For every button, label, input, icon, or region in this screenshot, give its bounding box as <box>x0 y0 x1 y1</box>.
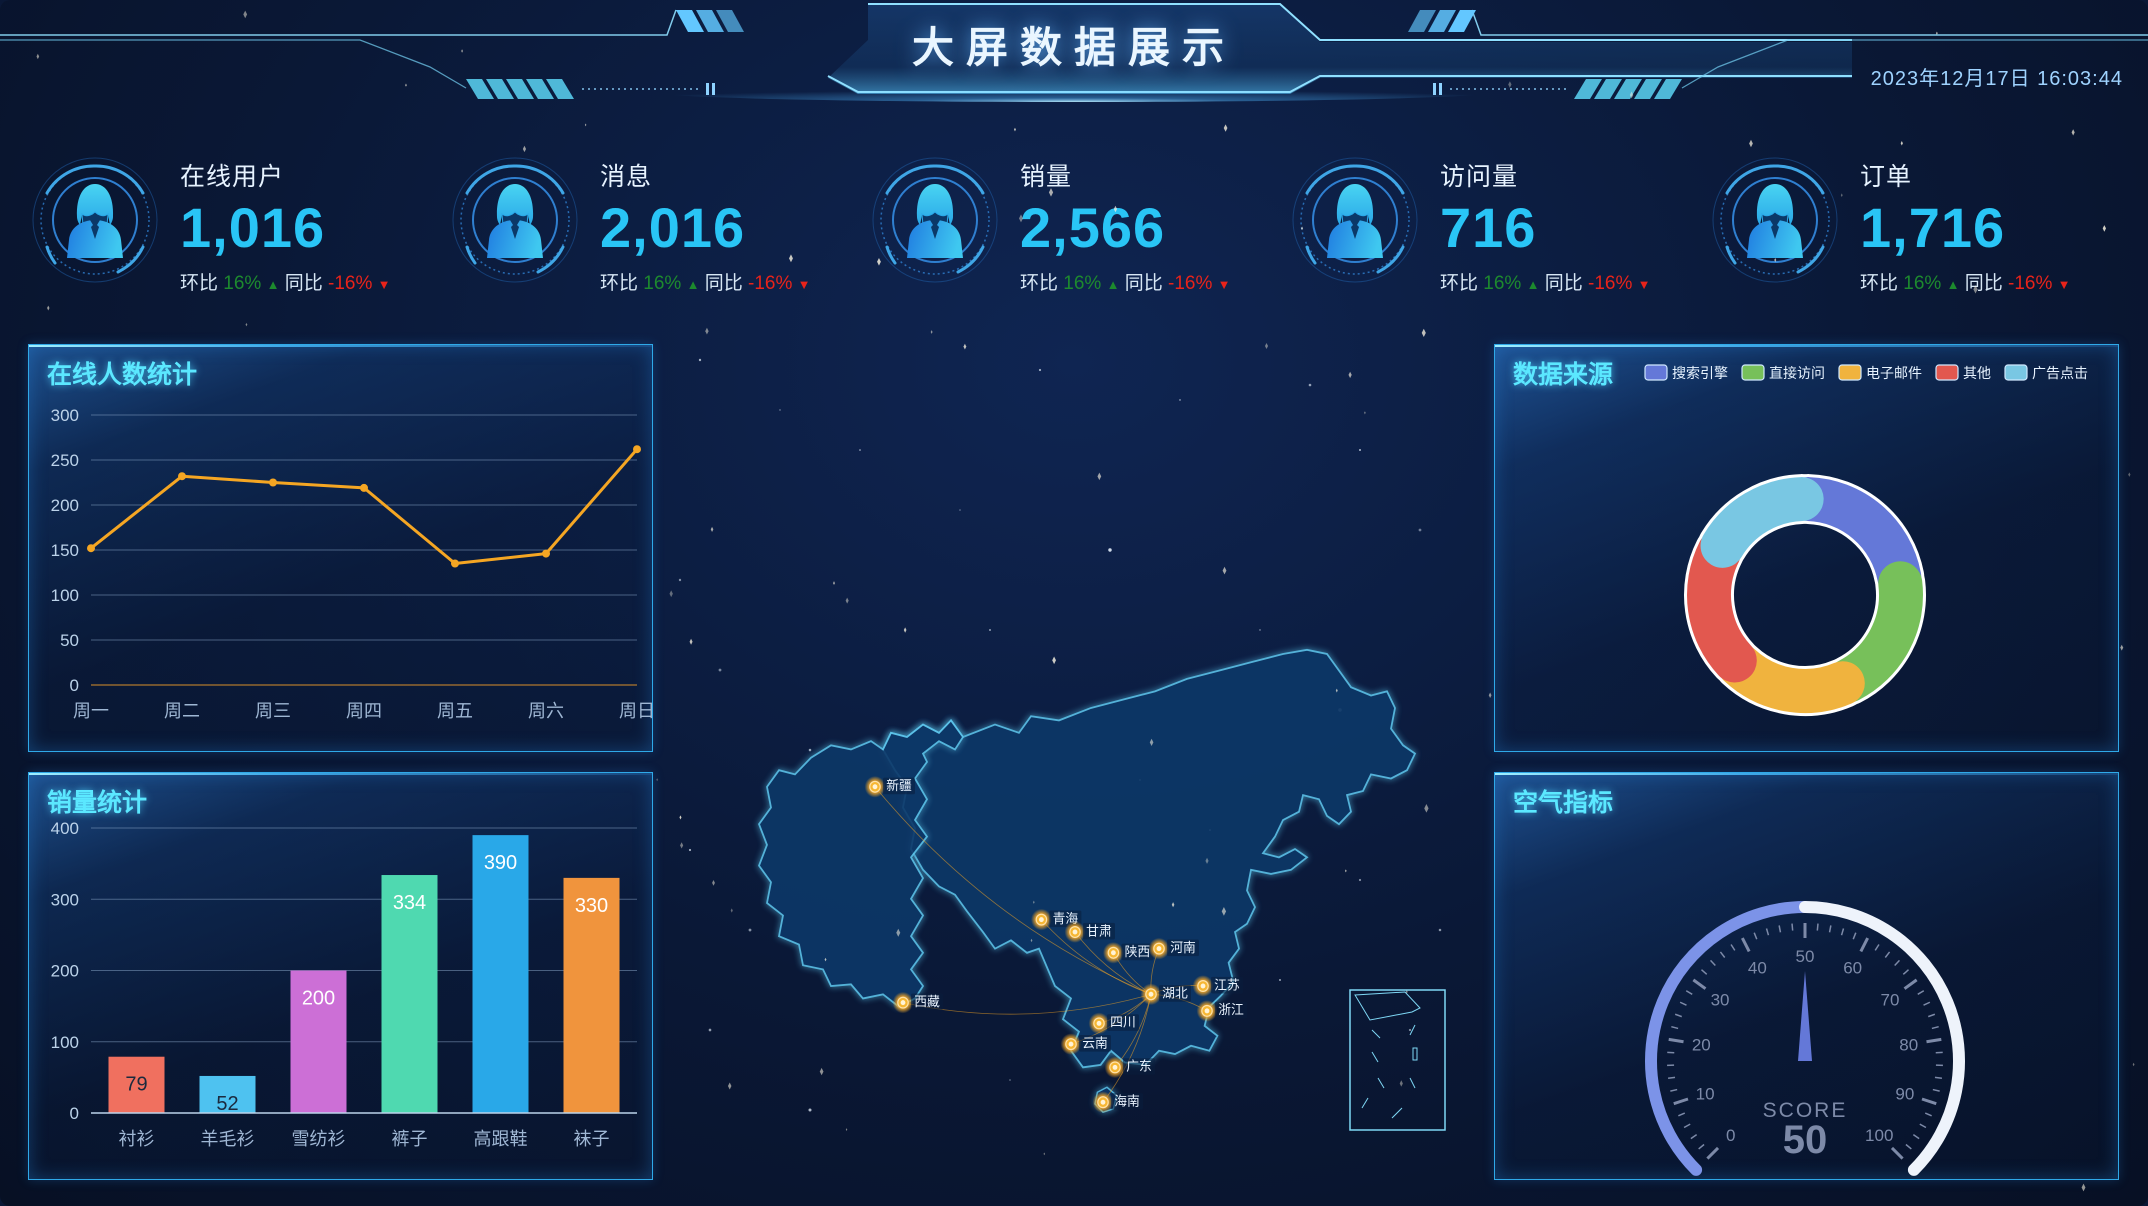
svg-text:30: 30 <box>1711 990 1730 1009</box>
svg-text:湖北: 湖北 <box>1162 985 1188 1000</box>
svg-text:0: 0 <box>70 1104 79 1123</box>
svg-text:0: 0 <box>1726 1126 1735 1145</box>
svg-text:搜索引擎: 搜索引擎 <box>1672 365 1728 381</box>
svg-text:河南: 河南 <box>1170 940 1196 955</box>
svg-text:周二: 周二 <box>164 701 200 721</box>
svg-text:江苏: 江苏 <box>1214 977 1240 992</box>
svg-text:袜子: 袜子 <box>574 1129 610 1149</box>
svg-text:西藏: 西藏 <box>914 994 940 1009</box>
svg-text:90: 90 <box>1895 1084 1914 1103</box>
svg-text:陕西: 陕西 <box>1125 944 1151 959</box>
svg-text:浙江: 浙江 <box>1218 1002 1244 1017</box>
svg-text:周一: 周一 <box>73 701 109 721</box>
svg-text:79: 79 <box>125 1074 147 1096</box>
svg-text:衬衫: 衬衫 <box>119 1129 155 1149</box>
svg-text:100: 100 <box>51 1033 79 1052</box>
svg-text:330: 330 <box>575 895 608 917</box>
svg-text:100: 100 <box>1865 1126 1893 1145</box>
svg-text:400: 400 <box>51 819 79 838</box>
svg-text:其他: 其他 <box>1963 365 1991 381</box>
svg-text:100: 100 <box>51 586 79 605</box>
svg-text:70: 70 <box>1880 990 1899 1009</box>
svg-text:广告点击: 广告点击 <box>2032 365 2088 381</box>
svg-text:40: 40 <box>1748 958 1767 977</box>
svg-text:50: 50 <box>1796 947 1815 966</box>
svg-text:80: 80 <box>1899 1036 1918 1055</box>
svg-text:390: 390 <box>484 852 517 874</box>
svg-text:高跟鞋: 高跟鞋 <box>474 1129 528 1149</box>
svg-text:20: 20 <box>1692 1036 1711 1055</box>
svg-text:广东: 广东 <box>1126 1058 1152 1073</box>
svg-text:新疆: 新疆 <box>886 778 912 793</box>
svg-text:雪纺衫: 雪纺衫 <box>292 1129 346 1149</box>
svg-text:10: 10 <box>1696 1084 1715 1103</box>
svg-text:0: 0 <box>70 676 79 695</box>
svg-text:周五: 周五 <box>437 701 473 721</box>
svg-text:200: 200 <box>302 988 335 1010</box>
svg-text:300: 300 <box>51 890 79 909</box>
svg-text:200: 200 <box>51 962 79 981</box>
svg-text:50: 50 <box>60 631 79 650</box>
svg-text:60: 60 <box>1843 958 1862 977</box>
svg-text:150: 150 <box>51 541 79 560</box>
svg-text:周日: 周日 <box>619 701 654 721</box>
svg-text:300: 300 <box>51 406 79 425</box>
svg-text:甘肃: 甘肃 <box>1086 923 1112 938</box>
svg-text:50: 50 <box>1783 1118 1828 1162</box>
svg-text:四川: 四川 <box>1110 1014 1136 1029</box>
svg-text:250: 250 <box>51 451 79 470</box>
svg-text:云南: 云南 <box>1082 1035 1108 1050</box>
svg-text:羊毛衫: 羊毛衫 <box>201 1129 255 1149</box>
svg-text:电子邮件: 电子邮件 <box>1866 365 1922 381</box>
svg-text:裤子: 裤子 <box>392 1129 428 1149</box>
svg-text:52: 52 <box>216 1093 238 1115</box>
svg-text:海南: 海南 <box>1114 1093 1140 1108</box>
svg-text:周四: 周四 <box>346 701 382 721</box>
svg-text:200: 200 <box>51 496 79 515</box>
svg-text:周三: 周三 <box>255 701 291 721</box>
svg-text:周六: 周六 <box>528 701 564 721</box>
svg-text:直接访问: 直接访问 <box>1769 365 1825 381</box>
svg-text:334: 334 <box>393 892 426 914</box>
